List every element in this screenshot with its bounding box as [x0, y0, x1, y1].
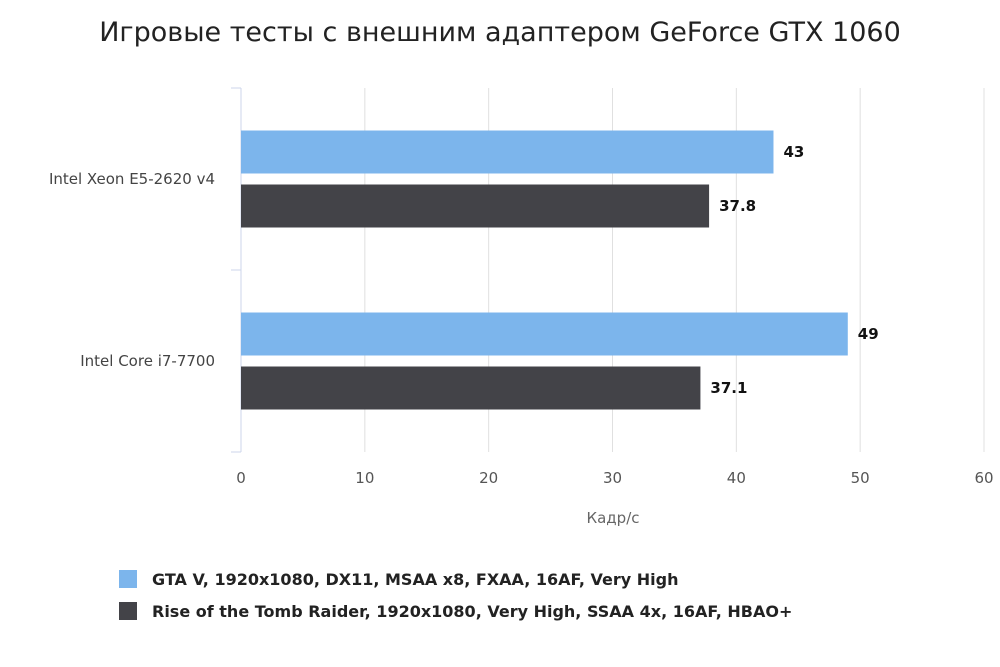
legend-swatch — [119, 602, 137, 620]
data-label: 49 — [858, 325, 879, 343]
legend-item[interactable]: Rise of the Tomb Raider, 1920x1080, Very… — [152, 602, 792, 621]
legend-item[interactable]: GTA V, 1920x1080, DX11, MSAA x8, FXAA, 1… — [152, 570, 679, 589]
data-label: 37.8 — [719, 197, 756, 215]
x-axis-title: Кадр/с — [586, 509, 639, 527]
category-axis: Intel Xeon E5-2620 v4 Intel Core i7-7700 — [49, 87, 242, 453]
legend-swatch — [119, 570, 137, 588]
data-labels: 43 37.8 49 37.1 — [710, 143, 878, 397]
bar — [241, 184, 710, 228]
bars — [241, 130, 848, 410]
x-tick-label: 60 — [974, 469, 993, 487]
x-tick-label: 10 — [355, 469, 374, 487]
category-label: Intel Xeon E5-2620 v4 — [49, 170, 215, 188]
chart-title: Игровые тесты с внешним адаптером GeForc… — [99, 17, 901, 48]
x-tick-label: 30 — [603, 469, 622, 487]
data-label: 43 — [783, 143, 804, 161]
x-axis-ticks: 0 10 20 30 40 50 60 — [236, 469, 993, 487]
x-tick-label: 40 — [727, 469, 746, 487]
bar — [241, 312, 848, 356]
legend: GTA V, 1920x1080, DX11, MSAA x8, FXAA, 1… — [119, 570, 792, 621]
x-tick-label: 20 — [479, 469, 498, 487]
x-tick-label: 50 — [851, 469, 870, 487]
bar — [241, 366, 701, 410]
x-tick-label: 0 — [236, 469, 246, 487]
data-label: 37.1 — [710, 379, 747, 397]
bar — [241, 130, 774, 174]
category-label: Intel Core i7-7700 — [80, 352, 215, 370]
